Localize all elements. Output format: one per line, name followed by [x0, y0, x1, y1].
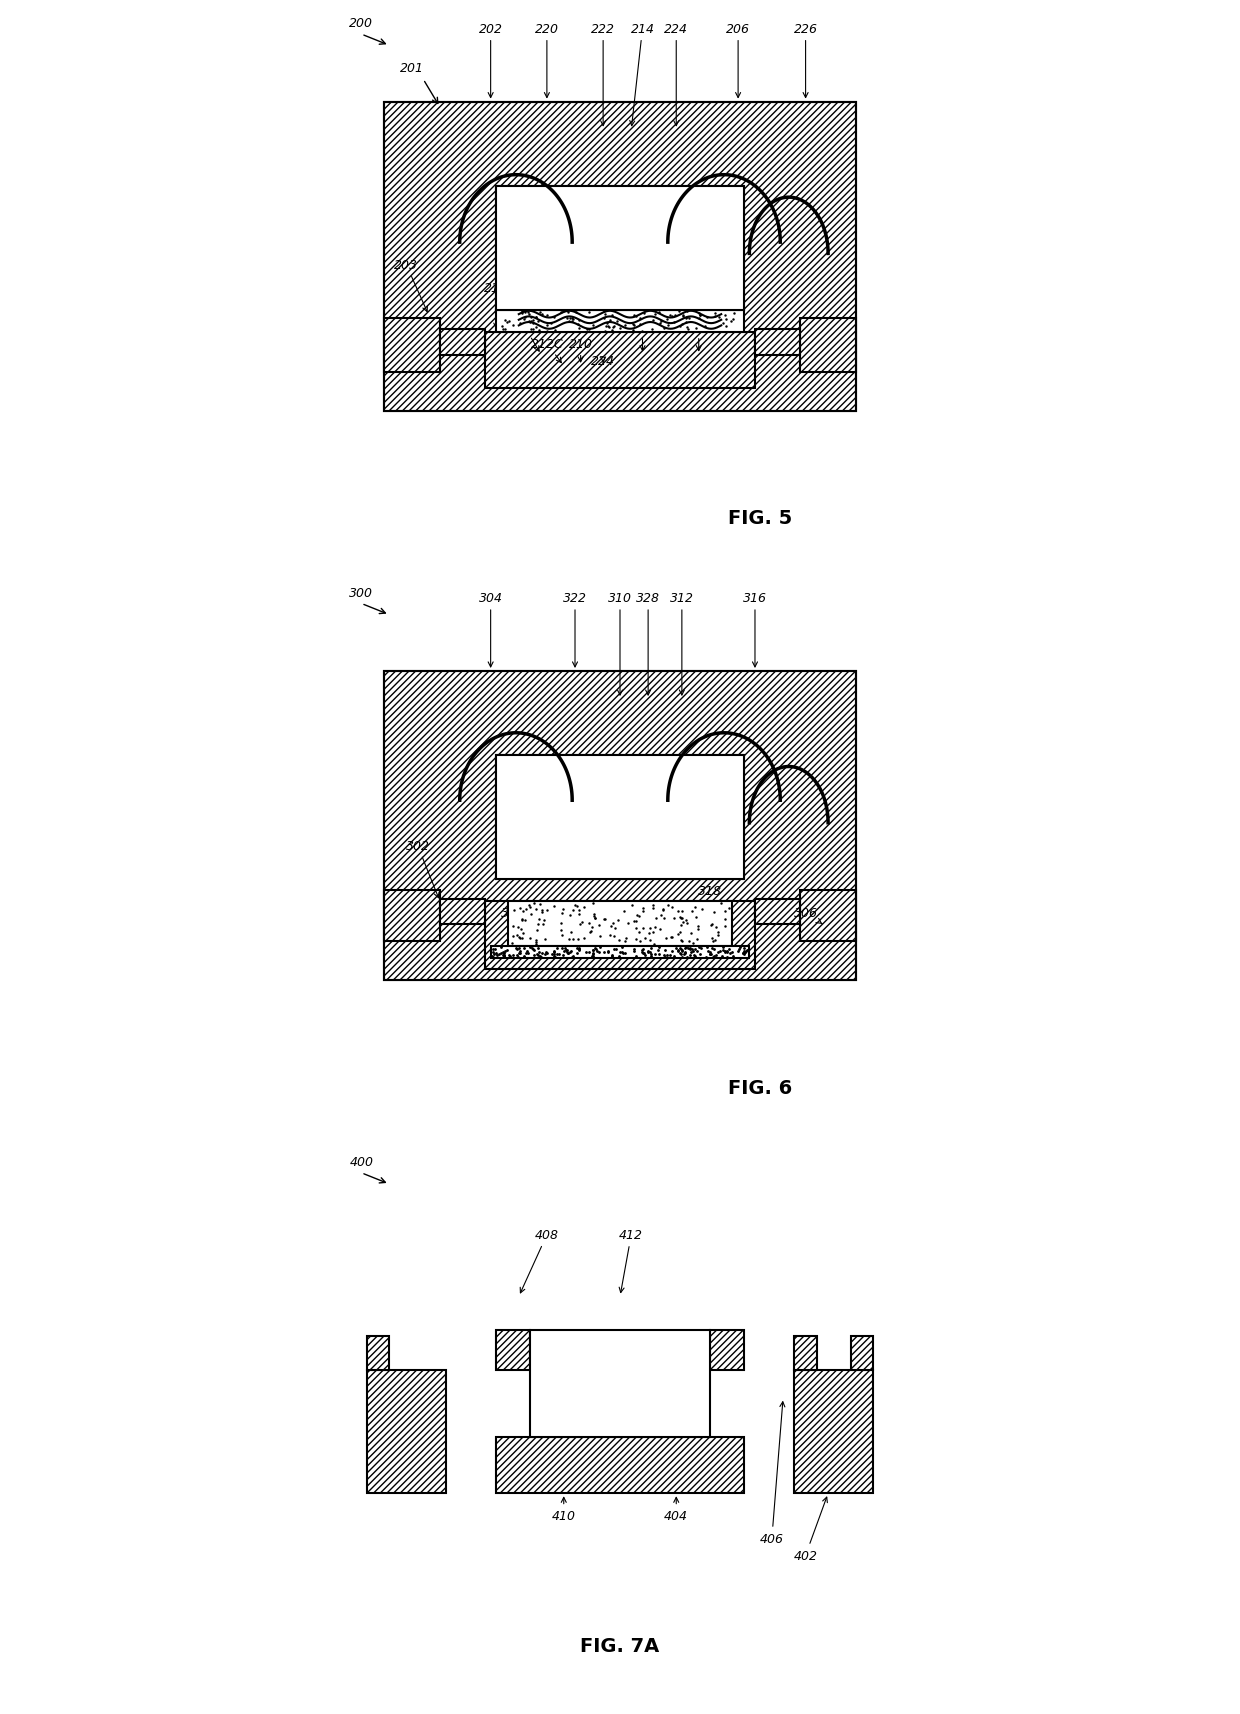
- Bar: [496, 187, 744, 310]
- Text: 314: 314: [541, 907, 564, 932]
- Bar: [384, 319, 440, 372]
- Text: 306: 306: [794, 907, 822, 924]
- Bar: [485, 333, 755, 389]
- Text: FIG. 5: FIG. 5: [728, 509, 792, 528]
- Text: 330: 330: [630, 924, 655, 948]
- Bar: [795, 1369, 873, 1493]
- Text: 228: 228: [670, 303, 694, 329]
- Bar: [755, 900, 800, 924]
- Text: 212C: 212C: [531, 338, 563, 363]
- Text: 220: 220: [534, 22, 559, 98]
- Text: 204: 204: [714, 281, 739, 329]
- Bar: [384, 103, 856, 411]
- Bar: [496, 187, 744, 310]
- Bar: [800, 319, 856, 372]
- Bar: [851, 1337, 873, 1369]
- Text: 324: 324: [501, 907, 526, 932]
- Text: 212A: 212A: [626, 321, 658, 351]
- Text: 408: 408: [521, 1229, 559, 1292]
- Bar: [507, 902, 733, 946]
- Text: 318: 318: [698, 884, 722, 915]
- Text: 201: 201: [401, 62, 424, 75]
- Bar: [440, 900, 485, 924]
- Text: 214: 214: [630, 22, 655, 127]
- Text: 212B: 212B: [508, 321, 541, 351]
- Text: 404: 404: [665, 1498, 688, 1522]
- Bar: [367, 1337, 389, 1369]
- Bar: [795, 1337, 817, 1369]
- Text: 308: 308: [608, 907, 632, 932]
- Text: 202: 202: [479, 22, 502, 98]
- Text: 316: 316: [743, 591, 768, 667]
- Bar: [496, 1330, 529, 1369]
- Text: 224: 224: [591, 355, 615, 367]
- Text: FIG. 7A: FIG. 7A: [580, 1635, 660, 1654]
- Bar: [711, 1330, 744, 1369]
- Bar: [384, 672, 856, 980]
- Text: 212: 212: [485, 281, 508, 329]
- Text: FIG. 6: FIG. 6: [728, 1078, 792, 1097]
- Bar: [440, 331, 485, 355]
- Bar: [485, 902, 755, 970]
- Bar: [367, 1369, 445, 1493]
- Bar: [496, 1438, 744, 1493]
- Text: 320: 320: [574, 907, 598, 932]
- Text: 328: 328: [636, 591, 660, 696]
- Text: 312: 312: [670, 591, 694, 696]
- Text: 302: 302: [405, 840, 439, 898]
- Text: 203: 203: [394, 259, 428, 312]
- Text: 402: 402: [794, 1498, 827, 1561]
- Bar: [529, 1330, 711, 1438]
- Text: 208: 208: [687, 321, 711, 351]
- Text: 310: 310: [608, 591, 632, 696]
- Text: 326: 326: [670, 907, 694, 932]
- Text: 300: 300: [350, 586, 373, 600]
- Text: 226: 226: [794, 22, 817, 98]
- Bar: [755, 331, 800, 355]
- Text: 206: 206: [727, 22, 750, 98]
- Text: 210: 210: [569, 338, 593, 363]
- Bar: [491, 946, 749, 958]
- Text: 400: 400: [350, 1155, 373, 1169]
- Bar: [384, 891, 440, 941]
- Text: 412: 412: [619, 1229, 644, 1292]
- Text: 222: 222: [591, 22, 615, 127]
- Bar: [496, 756, 744, 879]
- Text: 224: 224: [665, 22, 688, 127]
- Bar: [384, 672, 856, 980]
- Text: 406: 406: [760, 1402, 785, 1544]
- Bar: [496, 756, 744, 879]
- Text: 304: 304: [479, 591, 502, 667]
- Bar: [384, 103, 856, 411]
- Text: 322: 322: [563, 591, 587, 667]
- Bar: [800, 891, 856, 941]
- Text: 410: 410: [552, 1498, 575, 1522]
- Text: 200: 200: [350, 17, 373, 31]
- Bar: [496, 310, 744, 333]
